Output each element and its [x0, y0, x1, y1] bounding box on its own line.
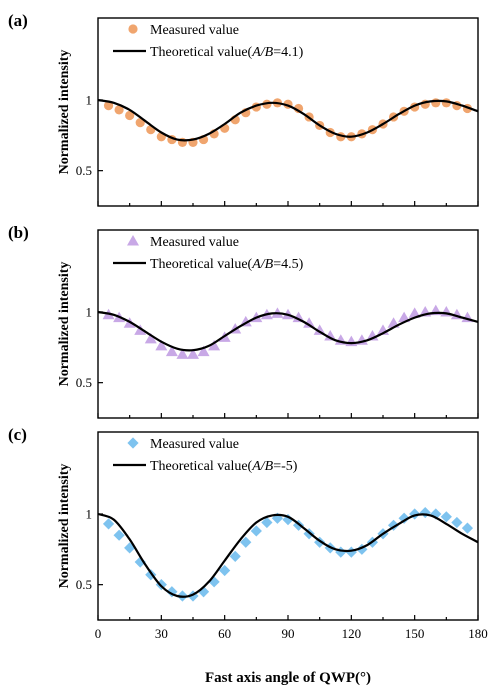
measured-point [197, 345, 210, 357]
measured-point [271, 512, 284, 524]
y-tick-label: 0.5 [76, 577, 92, 592]
legend: Measured value Theoretical value(A/B=4.1) [113, 23, 304, 60]
measured-point [165, 345, 178, 357]
measured-point [398, 512, 410, 524]
x-tick-label: 60 [218, 626, 231, 641]
measured-point [113, 529, 125, 541]
measured-point [440, 511, 452, 523]
theory-curve [97, 310, 479, 352]
panel-label: (c) [8, 425, 27, 444]
measured-point [240, 536, 252, 548]
y-tick-label: 0.5 [76, 163, 92, 178]
legend-theory-label: Theoretical value(A/B=4.1) [150, 45, 304, 60]
y-tick-label: 1 [86, 304, 93, 319]
measured-point [356, 543, 368, 555]
measured-point [419, 506, 431, 519]
measured-point [408, 307, 421, 318]
legend-measured-label: Measured value [150, 235, 239, 250]
measured-point [166, 586, 178, 598]
panel-3: (c) Normalized intensity 0.5 1 0 30 60 90 120 150… [8, 425, 488, 641]
measured-point [187, 348, 199, 359]
measured-point [451, 516, 463, 529]
measured-point [208, 576, 220, 588]
measured-point [219, 564, 231, 577]
measured-point [145, 569, 157, 581]
measured-point [125, 110, 135, 121]
x-tick-label: 120 [342, 626, 362, 641]
measured-point [345, 335, 358, 347]
measured-point [398, 311, 411, 323]
y-tick-label: 1 [86, 92, 93, 107]
measured-point [461, 522, 474, 534]
measured-point [250, 525, 262, 537]
measured-point [229, 550, 241, 562]
x-tick-label: 30 [155, 626, 168, 641]
measured-point [208, 339, 221, 351]
y-axis-label: Normalized intensity [57, 464, 72, 589]
measured-point [387, 519, 400, 531]
measured-point [303, 317, 316, 328]
legend: Measured value Theoretical value(A/B=-5) [113, 437, 298, 474]
y-axis-label: Normalized intensity [57, 50, 72, 175]
legend-theory-label: Theoretical value(A/B=4.5) [150, 257, 304, 272]
legend-measured-label: Measured value [150, 23, 239, 38]
measured-point [114, 105, 124, 115]
measured-point [313, 324, 326, 335]
panel-label: (a) [8, 11, 28, 30]
measured-point [335, 546, 347, 558]
x-tick-label: 0 [95, 626, 102, 641]
x-tick-label: 180 [468, 626, 488, 641]
measured-point [324, 330, 337, 341]
measured-point [176, 348, 189, 359]
legend: Measured value Theoretical value(A/B=4.5) [113, 235, 304, 272]
panel-label: (b) [8, 223, 29, 242]
theory-curve [97, 512, 479, 598]
legend-theory-label: Theoretical value(A/B=-5) [150, 459, 298, 474]
measured-point [124, 542, 136, 554]
panels: (a) Normalized intensity 0.5 1 Measured valu… [8, 11, 488, 641]
x-tick-label: 90 [282, 626, 295, 641]
y-tick-label: 0.5 [76, 375, 92, 390]
legend-measured-label: Measured value [150, 437, 239, 452]
measured-series [103, 98, 473, 147]
x-axis-label: Fast axis angle of QWP(°) [205, 670, 371, 686]
y-axis-label: Normalized intensity [57, 262, 72, 387]
measured-point [102, 518, 115, 530]
measured-point [144, 332, 157, 344]
measured-point [103, 101, 114, 111]
measured-series [102, 506, 474, 602]
legend-measured-marker [127, 235, 139, 246]
measured-point [345, 546, 357, 558]
measured-point [261, 516, 273, 529]
theory-curve [97, 98, 479, 142]
panel-2: (b) Normalized intensity 0.5 1 Measured valu… [8, 223, 479, 419]
measured-point [155, 339, 168, 351]
legend-measured-marker [128, 24, 138, 34]
y-tick-label: 1 [86, 506, 93, 521]
legend-measured-marker [127, 437, 139, 449]
panel-1: (a) Normalized intensity 0.5 1 Measured valu… [8, 11, 479, 207]
measured-series [102, 304, 474, 359]
measured-point [431, 98, 441, 108]
x-tick-label: 150 [405, 626, 425, 641]
